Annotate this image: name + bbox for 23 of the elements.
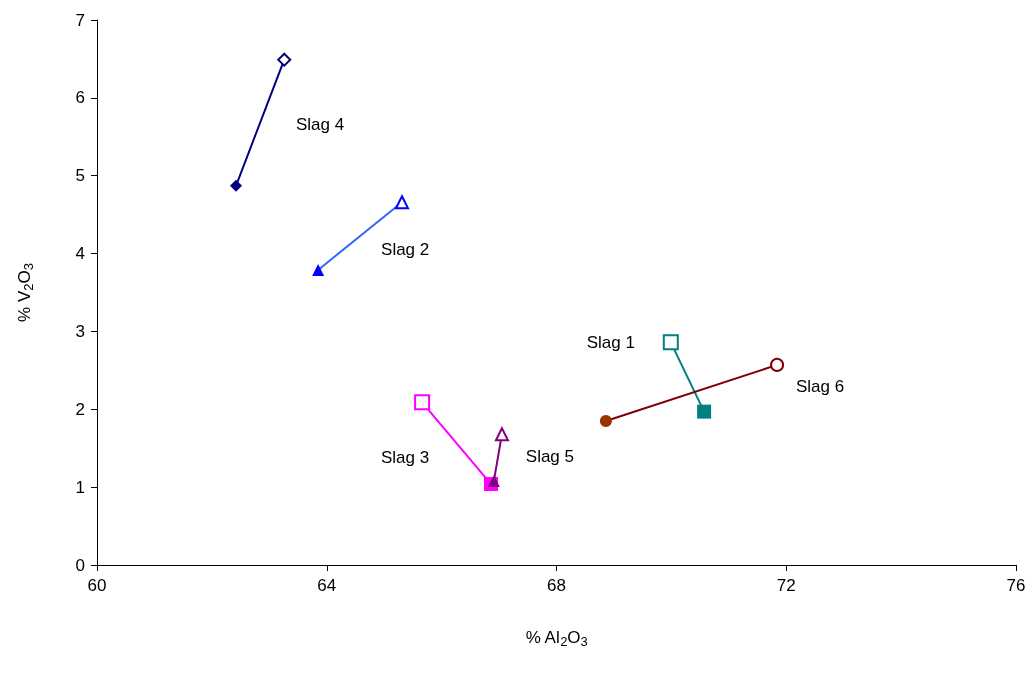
series-label: Slag 4: [295, 115, 345, 135]
series-label: Slag 2: [381, 240, 430, 260]
y-tick-label: 6: [75, 88, 85, 108]
y-tick-label: 4: [75, 244, 85, 264]
x-tick-label: 76: [1006, 576, 1026, 595]
series-label: Slag 6: [795, 377, 845, 397]
point: [599, 414, 612, 427]
series-label: Slag 5: [525, 447, 574, 467]
point: [230, 179, 242, 192]
x-tick-label: 60: [87, 576, 107, 595]
x-tick-label: 68: [547, 576, 566, 595]
y-tick-label: 1: [75, 477, 85, 497]
series-label: Slag 1: [586, 332, 635, 352]
y-tick-label: 2: [75, 399, 85, 419]
y-tick-label: 7: [75, 10, 85, 30]
y-axis-title: % V2O3: [15, 263, 36, 322]
y-tick-label: 3: [75, 321, 85, 341]
x-tick-label: 72: [776, 576, 796, 595]
series-label: Slag 3: [380, 447, 430, 467]
y-tick-label: 5: [75, 166, 85, 186]
point: [697, 404, 712, 419]
x-tick-label: 64: [317, 576, 337, 595]
y-tick-label: 0: [75, 555, 85, 575]
